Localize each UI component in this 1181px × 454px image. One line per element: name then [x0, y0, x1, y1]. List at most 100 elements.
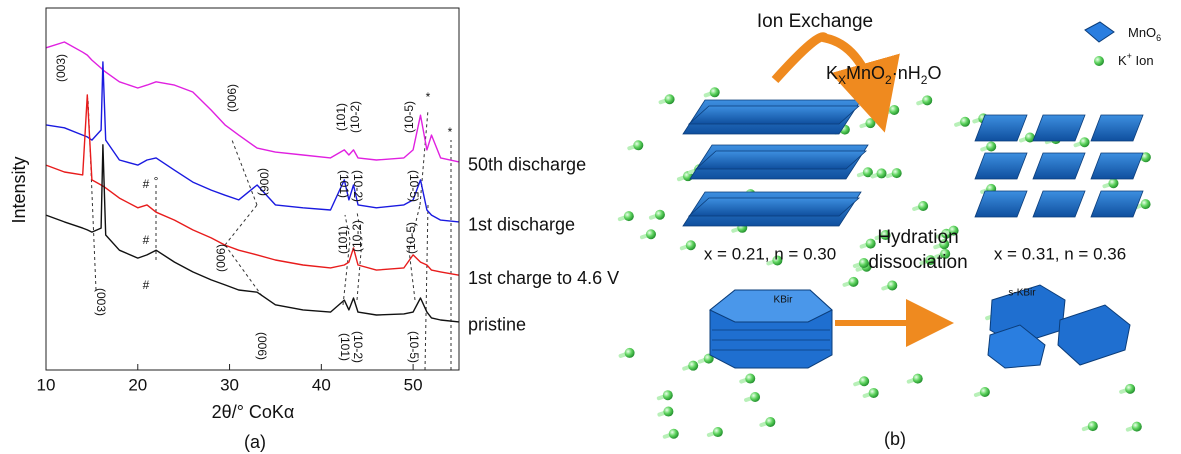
peak-annotation: (10-5)	[407, 331, 421, 363]
k-ion	[889, 105, 899, 115]
k-ion	[980, 387, 990, 397]
k-ion	[1141, 199, 1151, 209]
xrd-curve	[46, 62, 459, 222]
k-ion	[633, 140, 643, 150]
peak-annotation: (101)	[338, 333, 352, 361]
peak-annotation: (10-5)	[404, 222, 418, 254]
k-ion-icon	[1094, 56, 1104, 66]
k-ion	[1125, 384, 1135, 394]
s-kbir-label: s-KBir	[1008, 288, 1036, 299]
peak-annotation: (10-2)	[350, 220, 364, 252]
x-axis-title: 2θ/° CoKα	[212, 402, 295, 422]
y-axis-title: Intensity	[9, 156, 29, 223]
series-label: 1st discharge	[468, 215, 575, 235]
x-tick-label: 10	[37, 375, 56, 394]
k-ion	[665, 94, 675, 104]
k-ion	[713, 427, 723, 437]
mno6-layer	[1033, 191, 1085, 217]
peak-annotation: (003)	[54, 54, 68, 82]
kbir-label: KBir	[774, 295, 794, 306]
k-ion	[960, 117, 970, 127]
k-ion	[765, 417, 775, 427]
composition-label: x = 0.31, n = 0.36	[994, 244, 1126, 263]
peak-annotation: (101)	[337, 170, 351, 198]
x-tick-label: 40	[312, 375, 331, 394]
k-ion	[986, 142, 996, 152]
guide-line	[225, 205, 257, 245]
peak-annotation: (10-5)	[402, 101, 416, 133]
peak-annotation: (10-2)	[351, 170, 365, 202]
peak-annotation: (101)	[336, 226, 350, 254]
process-label: dissociation	[868, 252, 967, 273]
x-tick-label: 30	[220, 375, 239, 394]
x-tick-label: 20	[128, 375, 147, 394]
k-ion	[646, 229, 656, 239]
k-ion	[892, 168, 902, 178]
k-ion	[848, 277, 858, 287]
legend-mno6: MnO6	[1128, 25, 1161, 43]
peak-annotation: *	[448, 125, 453, 139]
k-ion	[625, 348, 635, 358]
kbir-top	[710, 290, 832, 322]
mno6-layer	[1091, 191, 1143, 217]
guide-line	[425, 205, 428, 370]
peak-annotation: (10-2)	[351, 331, 365, 363]
series-label: pristine	[468, 315, 526, 335]
peak-annotation: (006)	[214, 244, 228, 272]
k-ion	[710, 87, 720, 97]
xrd-curve	[46, 95, 459, 275]
mno6-layer	[696, 151, 866, 169]
k-ion	[686, 240, 696, 250]
k-ion	[1108, 178, 1118, 188]
peak-annotation: (006)	[257, 168, 271, 196]
mno6-layer	[975, 153, 1027, 179]
peak-annotation: (003)	[94, 288, 108, 316]
k-ion	[663, 390, 673, 400]
mno6-layer	[975, 191, 1027, 217]
peak-annotation: (006)	[255, 332, 269, 360]
mno6-layer	[689, 198, 859, 216]
k-ion	[1132, 422, 1142, 432]
k-ion	[663, 407, 673, 417]
peak-annotation: #	[143, 278, 150, 292]
k-ion	[745, 374, 755, 384]
k-ion	[688, 361, 698, 371]
k-ion	[877, 168, 887, 178]
peak-annotation: *	[426, 90, 431, 104]
mno6-layer	[1033, 115, 1085, 141]
panel-label: (b)	[884, 429, 906, 449]
k-ion	[869, 388, 879, 398]
xrd-plot: 50th discharge 1st discharge 1st charge to…	[37, 8, 620, 394]
k-ion	[1080, 137, 1090, 147]
k-ion	[918, 201, 928, 211]
panel-label: (a)	[244, 432, 266, 452]
peak-annotation: (006)	[225, 84, 239, 112]
mno6-layer	[1091, 115, 1143, 141]
k-ion	[865, 118, 875, 128]
k-ion	[859, 258, 869, 268]
composition-label: x = 0.21, n = 0.30	[704, 244, 836, 263]
figure: (a) (b) 2θ/° CoKα Intensity Ion Exchange…	[0, 0, 1181, 454]
x-tick-label: 50	[404, 375, 423, 394]
k-ion	[655, 210, 665, 220]
mno6-layer	[1033, 153, 1085, 179]
guide-line	[225, 245, 262, 296]
formula: KXMnO2·nH2O	[826, 63, 941, 87]
page: {"chart_data": {"type": "line", "xlabel"…	[0, 0, 1181, 454]
k-ion	[887, 280, 897, 290]
mno6-icon	[1085, 22, 1114, 42]
k-ion	[750, 392, 760, 402]
process-label: Hydration	[877, 227, 958, 248]
k-ion	[859, 376, 869, 386]
legend-k-ion: K+ Ion	[1118, 51, 1154, 68]
series-label: 1st charge to 4.6 V	[468, 268, 619, 288]
peak-annotation: #	[143, 177, 150, 191]
s-kbir-piece	[1058, 305, 1130, 365]
mno6-layer	[689, 106, 859, 124]
k-ion	[669, 429, 679, 439]
k-ion	[624, 211, 634, 221]
peak-annotation: (10-2)	[348, 101, 362, 133]
series-label: 50th discharge	[468, 155, 586, 175]
ion-exchange-label: Ion Exchange	[757, 11, 873, 32]
peak-annotation: °	[154, 174, 159, 188]
